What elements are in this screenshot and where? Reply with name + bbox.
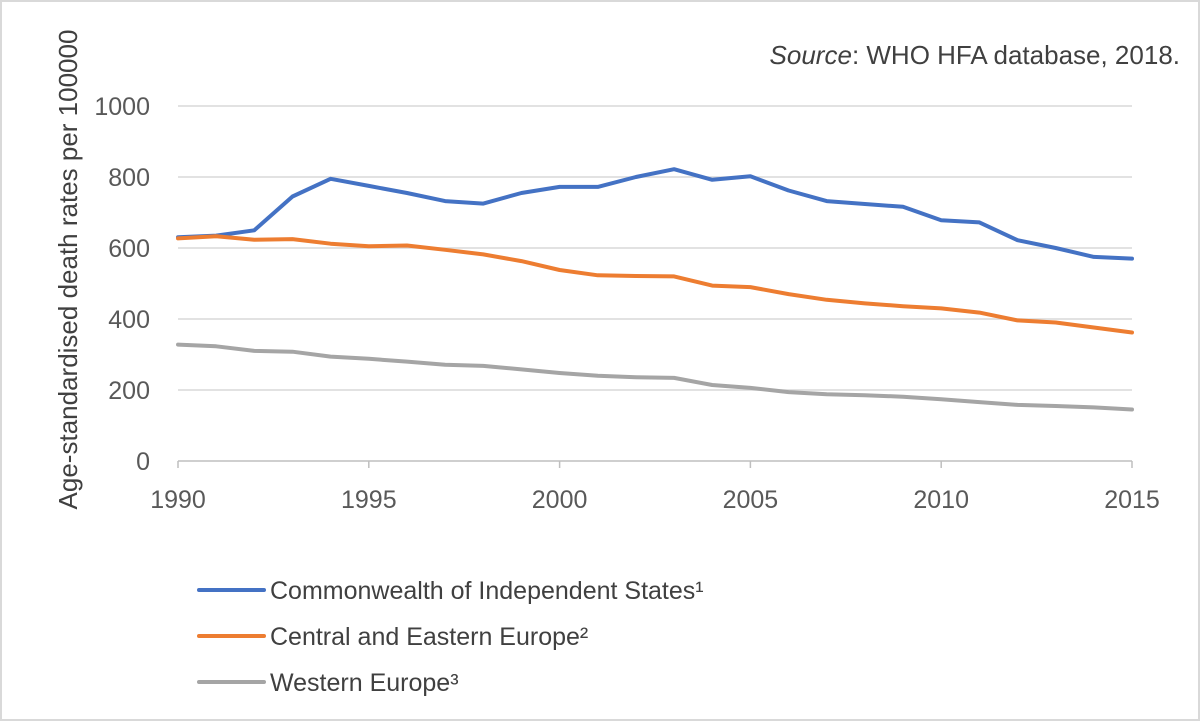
legend-label: Commonwealth of Independent States¹ <box>270 577 704 605</box>
legend-label: Central and Eastern Europe² <box>270 623 588 651</box>
gridlines <box>178 105 1132 391</box>
y-axis-title: Age-standardised death rates per 100000 <box>53 30 83 510</box>
source-note: Source: WHO HFA database, 2018. <box>770 40 1180 71</box>
y-tick-label: 1000 <box>94 93 150 121</box>
x-tick-label: 2010 <box>913 486 969 514</box>
x-tick-label: 2015 <box>1104 486 1160 514</box>
y-axis-ticks: 0 200 400 600 800 1000 <box>94 93 150 476</box>
legend: Commonwealth of Independent States¹ Centr… <box>197 577 704 697</box>
x-tick-label: 2005 <box>723 486 779 514</box>
x-axis-ticks: 1990 1995 2000 2005 2010 2015 <box>150 461 1160 514</box>
x-tick-label: 1990 <box>150 486 206 514</box>
y-tick-label: 400 <box>108 306 150 334</box>
y-tick-label: 0 <box>136 448 150 476</box>
series-line-1 <box>176 167 1134 261</box>
series-line-3 <box>176 342 1134 412</box>
y-tick-label: 600 <box>108 235 150 263</box>
legend-label: Western Europe³ <box>270 669 459 697</box>
source-label: Source <box>769 40 852 70</box>
series-line-2 <box>176 234 1134 335</box>
y-tick-label: 800 <box>108 164 150 192</box>
series-lines <box>176 167 1134 412</box>
source-text: : WHO HFA database, 2018. <box>851 40 1180 70</box>
x-tick-label: 2000 <box>532 486 588 514</box>
x-tick-label: 1995 <box>341 486 397 514</box>
y-tick-label: 200 <box>108 377 150 405</box>
